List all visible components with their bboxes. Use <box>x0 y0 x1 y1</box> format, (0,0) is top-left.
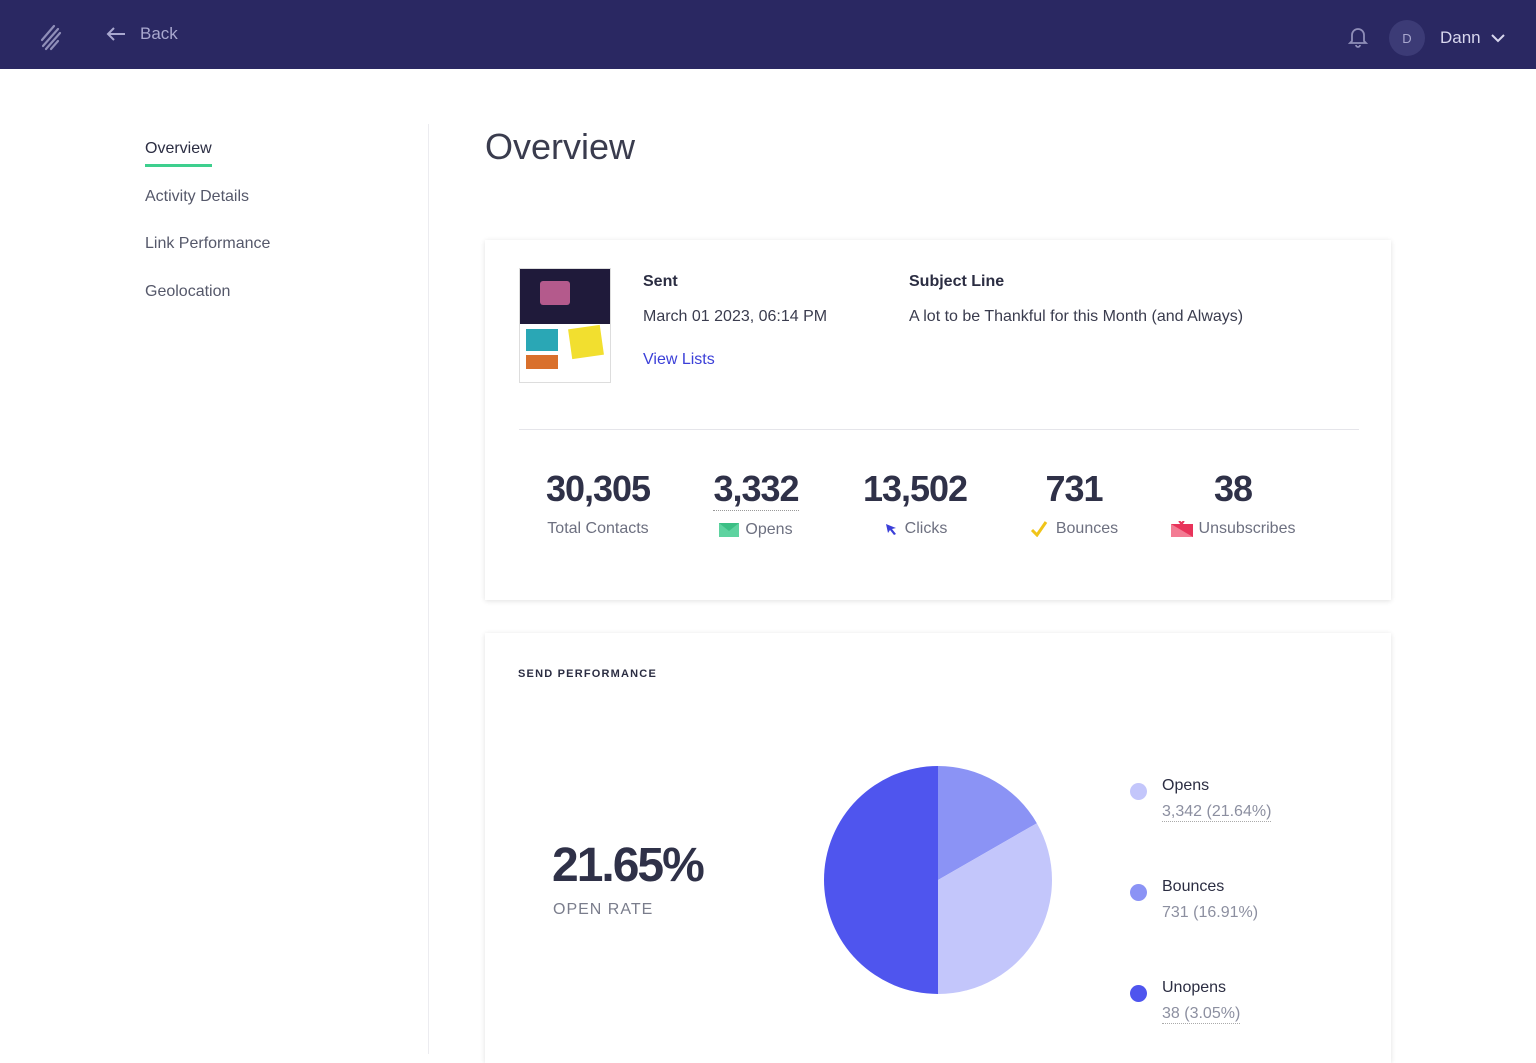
view-lists-link[interactable]: View Lists <box>643 351 715 368</box>
stat-total-contacts: 30,305 Total Contacts <box>518 468 678 538</box>
stat-bounces: 731 Bounces <box>994 468 1154 538</box>
top-bar: Back D Dann <box>0 0 1536 69</box>
page-title: Overview <box>485 126 636 167</box>
legend-value[interactable]: 38 (3.05%) <box>1162 1005 1241 1024</box>
legend-dot <box>1130 783 1147 800</box>
sidebar-item-label: Overview <box>145 140 212 167</box>
pie-slice-unopens[interactable] <box>824 766 938 994</box>
legend-label: Opens <box>1162 777 1210 794</box>
subject-line-value: A lot to be Thankful for this Month (and… <box>909 308 1244 325</box>
chevron-down-icon <box>1490 33 1505 42</box>
pie-chart <box>824 766 1052 994</box>
legend-label: Unopens <box>1162 979 1227 996</box>
bell-icon[interactable] <box>1348 26 1368 48</box>
email-thumbnail[interactable] <box>519 268 611 383</box>
open-rate-label: OPEN RATE <box>553 901 654 918</box>
stat-value[interactable]: 3,332 <box>713 468 800 511</box>
sidebar-item-overview[interactable]: Overview <box>145 140 270 188</box>
stat-value: 731 <box>1045 468 1103 509</box>
legend-value: 731 (16.91%) <box>1162 904 1259 921</box>
sidebar-item-label: Activity Details <box>145 187 250 205</box>
send-performance-card: SEND PERFORMANCE 21.65% OPEN RATE Opens … <box>485 633 1391 1063</box>
sent-value: March 01 2023, 06:14 PM <box>643 308 828 325</box>
pie-slice-opens[interactable] <box>938 823 1052 994</box>
sidebar-item-label: Link Performance <box>145 235 271 252</box>
stat-label: Opens <box>745 521 793 538</box>
back-button[interactable]: Back <box>106 24 178 44</box>
arrow-left-icon <box>106 27 125 41</box>
divider <box>519 429 1359 430</box>
stat-label: Total Contacts <box>547 520 649 537</box>
summary-card: Sent March 01 2023, 06:14 PM View Lists … <box>485 240 1391 600</box>
envelope-icon <box>719 523 740 537</box>
stat-clicks: 13,502 Clicks <box>835 468 995 538</box>
stat-opens[interactable]: 3,332 Opens <box>676 468 836 539</box>
legend-dot <box>1130 985 1147 1002</box>
sidebar-item-link-performance[interactable]: Link Performance <box>145 235 270 283</box>
stat-value: 30,305 <box>545 468 651 509</box>
user-name: Dann <box>1440 28 1481 47</box>
pie-slice-bounces[interactable] <box>938 766 1037 880</box>
unsubscribe-icon <box>1170 521 1193 537</box>
stat-label: Clicks <box>904 520 948 537</box>
stat-value: 38 <box>1213 468 1253 509</box>
open-rate-value: 21.65% <box>552 839 705 892</box>
subject-line-label: Subject Line <box>909 273 1005 290</box>
logo-icon[interactable] <box>38 22 66 52</box>
stat-label: Unsubscribes <box>1198 520 1296 537</box>
avatar[interactable]: D <box>1389 20 1425 56</box>
sidebar: Overview Activity Details Link Performan… <box>145 140 270 330</box>
back-label: Back <box>140 24 178 43</box>
sidebar-item-geolocation[interactable]: Geolocation <box>145 283 270 331</box>
cursor-icon <box>885 524 896 535</box>
stat-label: Bounces <box>1055 520 1119 537</box>
sent-label: Sent <box>643 273 678 290</box>
legend-dot <box>1130 884 1147 901</box>
stat-unsubscribes: 38 Unsubscribes <box>1153 468 1313 538</box>
stat-value: 13,502 <box>862 468 968 509</box>
divider <box>428 124 429 1054</box>
user-menu[interactable]: Dann <box>1440 28 1505 48</box>
check-bounce-icon <box>1030 521 1048 537</box>
legend-value[interactable]: 3,342 (21.64%) <box>1162 803 1272 822</box>
sidebar-item-activity-details[interactable]: Activity Details <box>145 188 270 236</box>
sidebar-item-label: Geolocation <box>145 282 231 300</box>
legend-label: Bounces <box>1162 878 1225 895</box>
section-title: SEND PERFORMANCE <box>518 668 657 680</box>
